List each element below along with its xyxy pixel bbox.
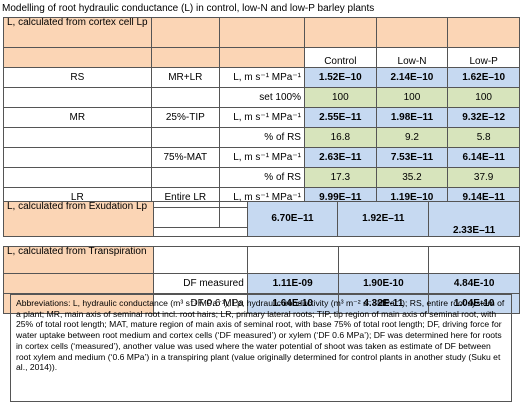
table-row: % of RS 16.8 9.2 5.8 bbox=[3, 127, 520, 148]
value-cell: 1.52E–10 bbox=[303, 67, 377, 88]
root-part-cell: RS bbox=[3, 67, 152, 88]
quantity-cell: % of RS bbox=[219, 167, 305, 188]
value-cell: 6.14E–11 bbox=[447, 147, 520, 168]
exudation-label: L, calculated from Exudation Lp bbox=[3, 201, 154, 237]
exudation-value-low-p: 2.33E–11 bbox=[428, 201, 520, 237]
transpiration-value: 1.04E-10 bbox=[428, 293, 520, 314]
column-header-low-p: Low-P bbox=[447, 47, 520, 68]
value-cell: 9.32E–12 bbox=[447, 107, 520, 128]
root-part-cell bbox=[3, 167, 152, 188]
exudation-value-low-n: 1.92E–11 bbox=[337, 201, 430, 237]
quantity-cell: L, m s⁻¹ MPa⁻¹ bbox=[219, 147, 305, 168]
root-region-cell: MR+LR bbox=[150, 67, 221, 88]
root-region-cell: 25%-TIP bbox=[150, 107, 221, 128]
column-header-low-n: Low-N bbox=[375, 47, 449, 68]
quantity-cell: % of RS bbox=[219, 127, 305, 148]
value-cell: 1.98E–11 bbox=[375, 107, 449, 128]
root-region-cell bbox=[150, 87, 221, 108]
quantity-cell: L, m s⁻¹ MPa⁻¹ bbox=[219, 107, 305, 128]
root-part-cell bbox=[3, 127, 152, 148]
transpiration-row-label: DF measured bbox=[152, 273, 248, 294]
transpiration-value: 4.84E-10 bbox=[428, 273, 520, 294]
value-cell: 2.55E–11 bbox=[303, 107, 377, 128]
value-cell: 1.62E–10 bbox=[447, 67, 520, 88]
transpiration-value: 1.11E-09 bbox=[246, 273, 339, 294]
exudation-table: L, calculated from Exudation Lp 6.70E–11… bbox=[3, 201, 520, 237]
exudation-value-control: 6.70E–11 bbox=[246, 201, 339, 237]
value-cell: 7.53E–11 bbox=[375, 147, 449, 168]
value-cell: 5.8 bbox=[447, 127, 520, 148]
table-row: % of RS 17.3 35.2 37.9 bbox=[3, 167, 520, 188]
value-cell: 100 bbox=[303, 87, 377, 108]
root-region-cell bbox=[150, 127, 221, 148]
transpiration-value: 1.64E-10 bbox=[246, 293, 339, 314]
quantity-cell: L, m s⁻¹ MPa⁻¹ bbox=[219, 67, 305, 88]
root-part-cell: MR bbox=[3, 107, 152, 128]
value-cell: 9.2 bbox=[375, 127, 449, 148]
root-region-cell bbox=[150, 167, 221, 188]
transpiration-table: L, calculated from Transpiration DF meas… bbox=[3, 246, 520, 314]
root-part-cell bbox=[3, 147, 152, 168]
abbreviations-footnote: Abbreviations: L, hydraulic conductance … bbox=[10, 294, 512, 402]
cortex-lp-table: L, calculated from cortex cell Lp Contro… bbox=[3, 17, 520, 228]
value-cell: 100 bbox=[375, 87, 449, 108]
table-row: 75%-MAT L, m s⁻¹ MPa⁻¹ 2.63E–11 7.53E–11 6.1… bbox=[3, 147, 520, 168]
value-cell: 35.2 bbox=[375, 167, 449, 188]
table-row: set 100% 100 100 100 bbox=[3, 87, 520, 108]
transpiration-value: 1.90E-10 bbox=[337, 273, 430, 294]
value-cell: 2.14E–10 bbox=[375, 67, 449, 88]
value-cell: 16.8 bbox=[303, 127, 377, 148]
quantity-cell: set 100% bbox=[219, 87, 305, 108]
root-part-cell bbox=[3, 87, 152, 108]
value-cell: 100 bbox=[447, 87, 520, 108]
value-cell: 37.9 bbox=[447, 167, 520, 188]
value-cell: 2.63E–11 bbox=[303, 147, 377, 168]
cortex-section-label: L, calculated from cortex cell Lp bbox=[3, 17, 152, 48]
value-cell: 17.3 bbox=[303, 167, 377, 188]
column-header-control: Control bbox=[303, 47, 377, 68]
table-row: RS MR+LR L, m s⁻¹ MPa⁻¹ 1.52E–10 2.14E–10 1.6… bbox=[3, 67, 520, 88]
root-region-cell: 75%-MAT bbox=[150, 147, 221, 168]
table-row: MR 25%-TIP L, m s⁻¹ MPa⁻¹ 2.55E–11 1.98E–11 9… bbox=[3, 107, 520, 128]
table-title: Modelling of root hydraulic conductance … bbox=[2, 3, 375, 14]
transpiration-label: L, calculated from Transpiration bbox=[3, 246, 154, 274]
